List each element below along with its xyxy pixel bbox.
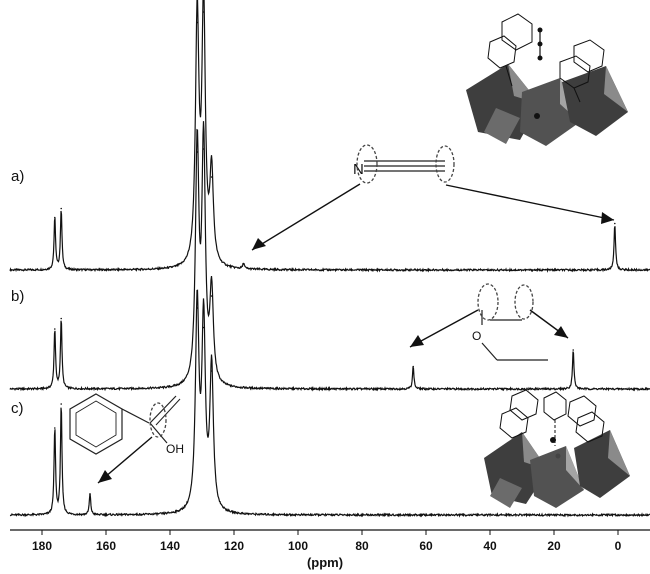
x-tick-label: 160 (96, 539, 116, 553)
peak-point (412, 365, 415, 368)
ligand-bond-line (505, 65, 513, 87)
peak-point (54, 427, 56, 429)
x-tick-label: 100 (288, 539, 308, 553)
benzoic-acid-structure: OH (69, 393, 184, 456)
spectrum-trace-b (9, 121, 650, 392)
x-tick-label: 180 (32, 539, 52, 553)
arrow-head (554, 326, 568, 338)
trace-label-b: b) (11, 288, 24, 305)
x-tick-label: 80 (355, 539, 369, 553)
x-tick-label: 40 (483, 539, 497, 553)
cyclohexyl-ring (559, 55, 591, 89)
octahedron-shape (484, 108, 520, 144)
polyoxometalate-cluster-top (466, 13, 628, 146)
x-axis-title: (ppm) (307, 555, 343, 570)
spectra-layer (9, 0, 650, 518)
ethanol-structure: O (472, 283, 548, 361)
cyclohexyl-ring (501, 13, 533, 51)
acetonitrile-structure: N (353, 144, 455, 184)
arrow-line (251, 183, 361, 251)
peak-point (242, 263, 245, 265)
x-tick-label: 60 (419, 539, 433, 553)
assignment-arrows (97, 183, 615, 484)
trace-labels: a) b) c) (11, 168, 24, 417)
dashed-highlight-circle (477, 283, 499, 321)
hydroxyl-bond-line (149, 422, 168, 444)
oxygen-carbon-bond-line (481, 342, 498, 361)
carboxyl-bond-line (121, 408, 150, 424)
x-tick-label: 120 (224, 539, 244, 553)
peak-point (196, 151, 198, 153)
x-tick-label: 20 (547, 539, 561, 553)
peak-point (54, 328, 56, 330)
arrow-head (98, 470, 112, 483)
cyclohexyl-ring (575, 411, 605, 443)
benzene-ring (69, 393, 123, 455)
cyclohexyl-ring (543, 391, 567, 421)
peak-point (202, 148, 205, 150)
peak-point (210, 295, 213, 297)
carbonyl-bond-line (149, 395, 177, 424)
peak-point (60, 317, 62, 320)
cyclohexyl-ring (573, 39, 605, 73)
metal-center-dot (550, 437, 556, 443)
peak-point (614, 222, 616, 225)
peak-point (54, 216, 56, 219)
nitrogen-atom-label: N (353, 161, 364, 178)
spectrum-trace-a (9, 0, 650, 273)
arrow-head (601, 212, 614, 224)
trace-label-c: c) (11, 400, 24, 417)
peak-point (572, 349, 574, 351)
arrow-head (252, 238, 266, 250)
peak-point (202, 11, 205, 13)
x-tick-label: 0 (615, 539, 622, 553)
peak-point (196, 307, 198, 309)
metal-center-dot (555, 453, 561, 459)
polyoxometalate-cluster-bottom (484, 389, 630, 508)
ligand-bond-line (573, 87, 581, 103)
spectrum-trace-c (9, 289, 650, 518)
benzene-inner-ring (75, 400, 117, 448)
peak-point (210, 176, 213, 178)
peak-point (202, 326, 205, 329)
dashed-highlight-circle (514, 284, 534, 320)
cyclohexyl-ring (567, 395, 597, 427)
hydroxyl-label: OH (166, 442, 184, 456)
peak-point (60, 403, 62, 405)
arrow-line (445, 184, 615, 221)
x-axis-ticks: 180 160 140 120 100 80 60 40 20 0 (32, 530, 622, 553)
cyclohexyl-ring (509, 389, 539, 421)
cyclohexyl-ring (487, 35, 517, 69)
peak-point (60, 207, 62, 210)
x-axis: 180 160 140 120 100 80 60 40 20 0 (ppm) (10, 529, 650, 570)
peak-point (210, 370, 213, 372)
metal-center-dot (534, 113, 540, 119)
dashed-highlight-circle (435, 145, 455, 183)
octahedron-face (604, 66, 628, 112)
arrow-head (410, 335, 424, 347)
oxygen-atom-label: O (472, 329, 481, 343)
peak-point (196, 21, 198, 24)
cyclohexyl-ring (499, 407, 529, 439)
trace-label-a: a) (11, 168, 24, 185)
dashed-highlight-circle (149, 402, 167, 438)
dashed-highlight-circle (356, 144, 378, 184)
octahedron-face (608, 430, 630, 476)
peak-point (89, 493, 91, 495)
octahedron-shape (490, 478, 522, 508)
x-tick-label: 140 (160, 539, 180, 553)
carbonyl-double-bond-line (155, 398, 181, 426)
